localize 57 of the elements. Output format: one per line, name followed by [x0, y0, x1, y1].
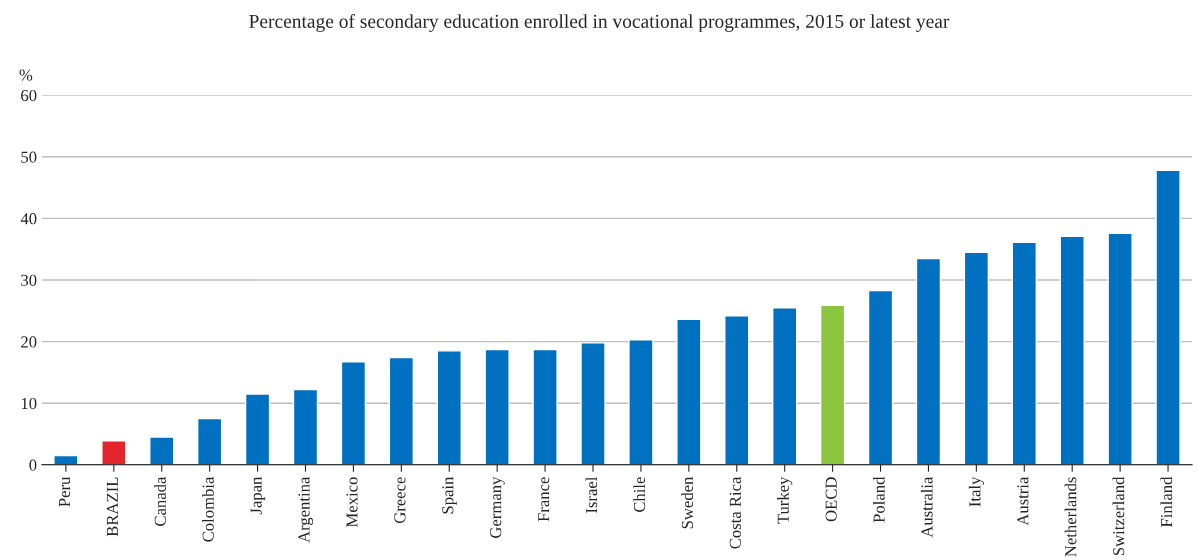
x-tick-label: Argentina: [298, 476, 314, 543]
bar: [532, 348, 558, 465]
x-tick-label: Netherlands: [1064, 477, 1077, 557]
x-tick-label: France: [538, 477, 550, 522]
x-tick-label: Spain: [442, 476, 457, 514]
bar: [676, 318, 702, 465]
y-tick-label: 50: [21, 151, 37, 163]
y-tick-label: 40: [20, 213, 37, 225]
x-tick-label: Colombia: [202, 476, 214, 542]
chart-title: Percentage of secondary education enrolled in vocational programmes, 2015 or latest year: [249, 14, 950, 32]
bar: [963, 251, 990, 465]
bar: [1155, 169, 1181, 465]
bar: [915, 257, 942, 465]
bar: [772, 307, 798, 465]
x-tick-label: Australia: [920, 476, 933, 538]
x-tick-label: Austria: [1017, 476, 1029, 526]
bar: [53, 454, 79, 465]
x-tick-label: Switzerland: [1112, 476, 1125, 556]
y-axis-title: %: [19, 69, 33, 81]
y-tick-label: 30: [21, 274, 37, 286]
x-tick-label: Peru: [58, 476, 71, 507]
bar: [436, 350, 462, 465]
x-tick-label: Italy: [968, 476, 984, 507]
x-tick-label: Poland: [872, 476, 885, 523]
x-tick-label: Greece: [394, 477, 406, 524]
bar: [1059, 235, 1085, 465]
x-tick-label: Israel: [585, 476, 598, 514]
x-tick-label: Germany: [490, 476, 505, 538]
bar: [628, 339, 654, 465]
bar: [484, 348, 510, 465]
x-tick-label: Costa Rica: [729, 476, 741, 549]
y-tick-label: 10: [21, 397, 37, 410]
x-tick-label: Finland: [1160, 476, 1173, 528]
x-tick-label: OECD: [825, 477, 837, 522]
bar: [340, 361, 367, 465]
bar: [580, 342, 606, 465]
bar: [196, 417, 223, 465]
bar: [819, 304, 846, 465]
x-tick-label: Canada: [154, 476, 166, 526]
x-tick-label: Mexico: [346, 477, 358, 528]
y-tick-label: 60: [21, 89, 37, 102]
bar: [388, 356, 415, 465]
bar: [244, 393, 271, 465]
bar: [101, 440, 127, 465]
y-tick-label: 20: [21, 336, 37, 348]
x-tick-label: Turkey: [777, 476, 793, 524]
x-tick-label: Chile: [633, 477, 646, 513]
bar: [1011, 241, 1037, 465]
bar: [1107, 232, 1133, 465]
x-tick-label: Japan: [250, 476, 266, 515]
bar: [292, 388, 319, 465]
bar: [149, 436, 175, 465]
x-tick-label: BRAZIL: [106, 477, 118, 537]
y-tick-label: 0: [29, 459, 37, 471]
bar: [867, 289, 894, 465]
bar: [724, 315, 750, 465]
x-tick-label: Sweden: [681, 476, 694, 529]
